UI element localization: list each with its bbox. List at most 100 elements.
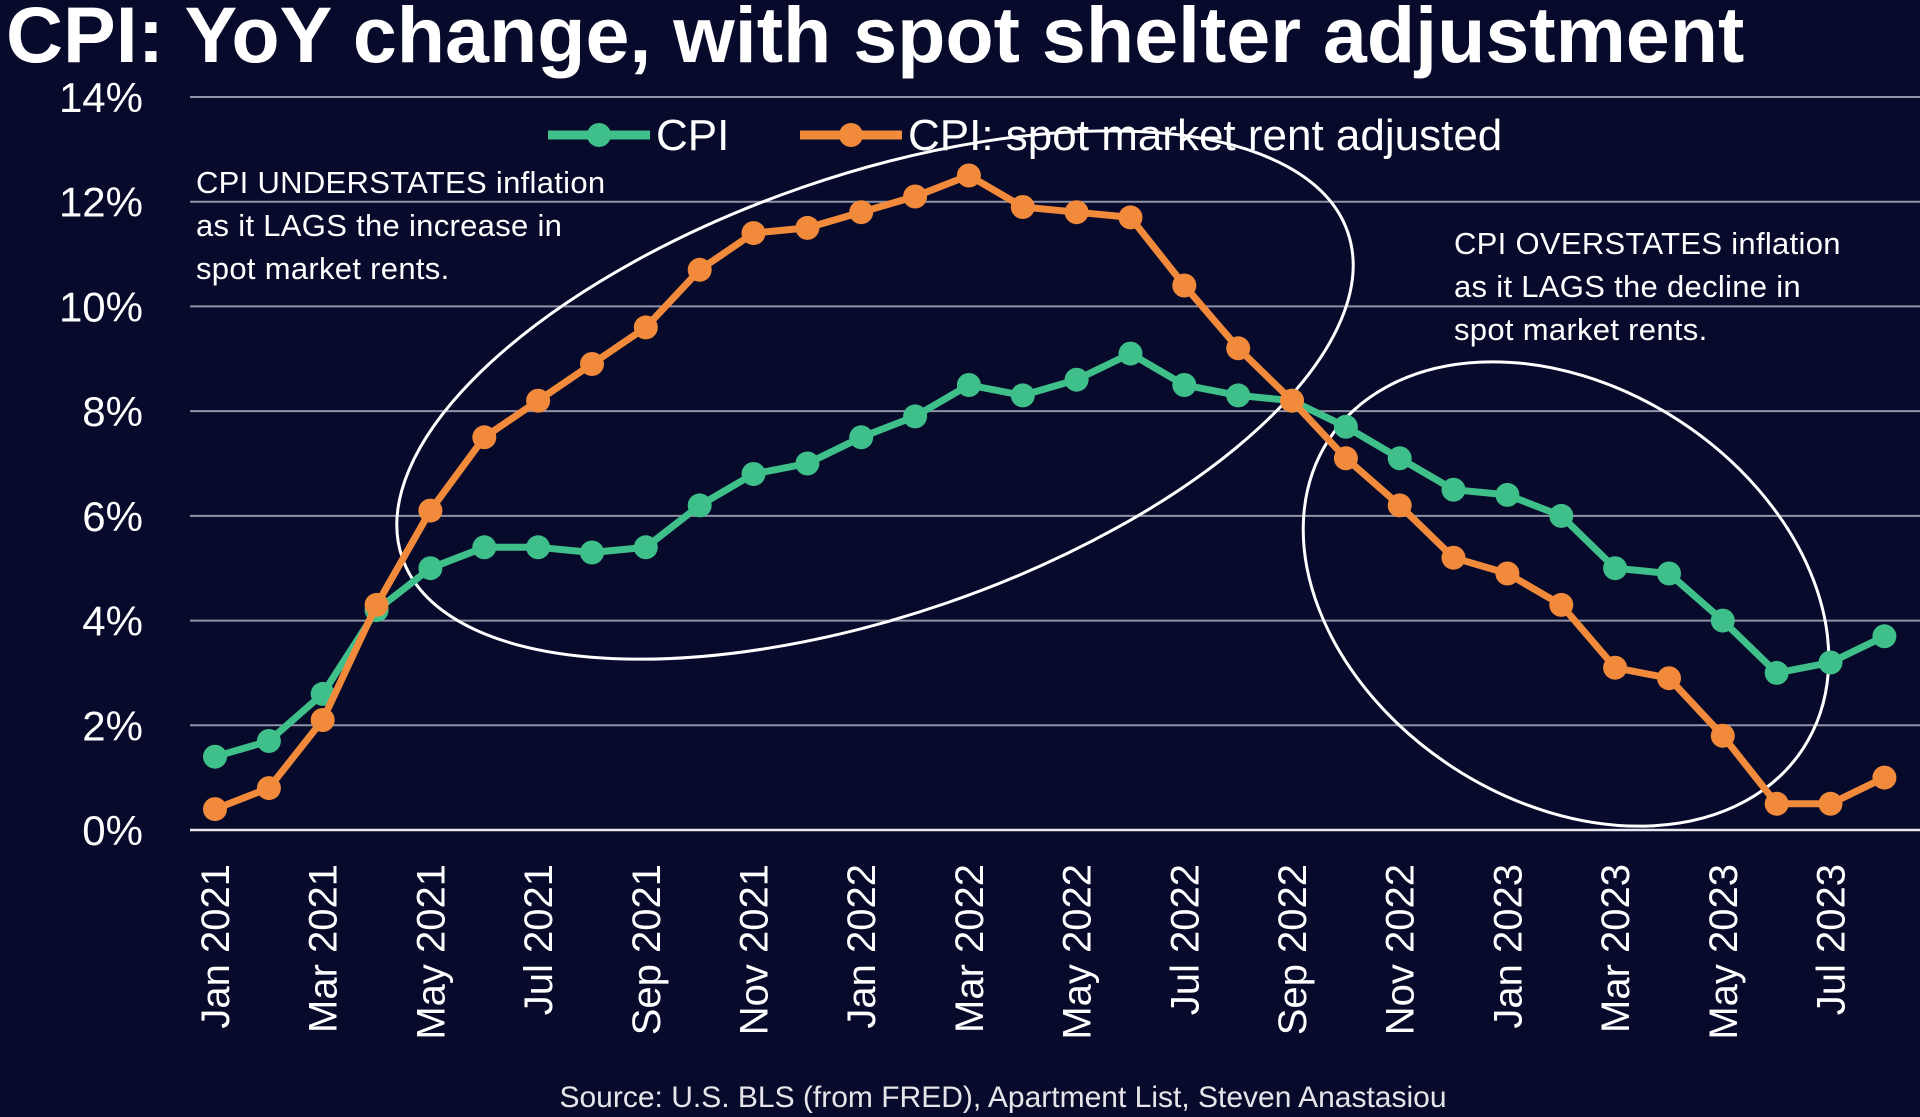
data-point-cpi [418, 556, 443, 581]
legend-marker-cpi [587, 123, 611, 147]
data-point-cpi [633, 535, 658, 560]
gridlines [190, 96, 1920, 832]
x-tick-label: Mar 2023 [1594, 864, 1638, 1033]
y-tick-label: 6% [82, 493, 143, 540]
x-tick-label: Mar 2021 [302, 864, 346, 1033]
data-point-cpi [1010, 383, 1035, 408]
data-point-cpi [1064, 367, 1089, 392]
data-point-cpi-spot-market-rent-adjusted [956, 163, 981, 188]
data-point-cpi-spot-market-rent-adjusted [687, 257, 712, 282]
data-point-cpi-spot-market-rent-adjusted [580, 352, 604, 376]
data-point-cpi [1764, 660, 1789, 685]
data-point-cpi-spot-market-rent-adjusted [1387, 493, 1412, 518]
data-point-cpi-spot-market-rent-adjusted [472, 425, 497, 450]
data-point-cpi [1818, 650, 1843, 675]
data-point-cpi-spot-market-rent-adjusted [849, 200, 874, 225]
x-axis-ticks: Jan 2021 Mar 2021 May 2021 Jul 2021 Sep 2021… [194, 864, 1854, 1040]
x-tick-label: Nov 2021 [733, 864, 777, 1035]
data-point-cpi-spot-market-rent-adjusted [1603, 655, 1628, 680]
data-point-cpi-spot-market-rent-adjusted [1549, 592, 1574, 617]
y-axis-ticks: 0% 2% 4% 6% 8% 10% 12% 14% [59, 74, 143, 854]
data-point-cpi [472, 535, 497, 560]
data-point-cpi [1549, 503, 1574, 528]
x-tick-label: May 2021 [409, 864, 453, 1040]
data-point-cpi-spot-market-rent-adjusted [1441, 545, 1466, 570]
data-point-cpi [687, 493, 712, 518]
data-point-cpi [1333, 414, 1358, 439]
data-point-cpi [1603, 556, 1628, 581]
data-point-cpi-spot-market-rent-adjusted [1818, 791, 1843, 816]
x-tick-label: Mar 2022 [948, 864, 992, 1033]
data-point-cpi-spot-market-rent-adjusted [310, 708, 335, 732]
data-point-cpi [1172, 373, 1197, 397]
x-tick-label: May 2022 [1056, 864, 1100, 1040]
data-point-cpi-spot-market-rent-adjusted [1333, 446, 1358, 471]
data-point-cpi-spot-market-rent-adjusted [526, 388, 551, 413]
legend-label-cpi-spot: CPI: spot market rent adjusted [908, 111, 1502, 160]
data-point-cpi [1226, 383, 1251, 408]
annotation-overstates-line-3: spot market rents. [1454, 312, 1708, 347]
annotation-understates-line-2: as it LAGS the increase in [196, 208, 562, 243]
annotation-understates-line-3: spot market rents. [196, 251, 450, 286]
data-point-cpi-spot-market-rent-adjusted [364, 592, 389, 617]
data-point-cpi [1441, 477, 1466, 502]
x-tick-label: Sep 2022 [1271, 864, 1315, 1035]
data-point-cpi-spot-market-rent-adjusted [418, 498, 443, 523]
data-point-cpi [1657, 561, 1681, 586]
annotation-overstates-line-1: CPI OVERSTATES inflation [1454, 226, 1841, 261]
data-point-cpi [956, 373, 981, 397]
data-point-cpi [526, 535, 551, 560]
x-tick-label: Jul 2021 [517, 864, 561, 1015]
data-point-cpi [1710, 608, 1735, 633]
y-tick-label: 0% [82, 807, 143, 854]
data-point-cpi-spot-market-rent-adjusted [1710, 723, 1735, 748]
data-point-cpi [741, 462, 766, 486]
data-point-cpi [849, 425, 874, 450]
data-point-cpi-spot-market-rent-adjusted [1280, 388, 1304, 413]
series-cpi [203, 341, 1897, 769]
annotation-overstates-line-2: as it LAGS the decline in [1454, 269, 1801, 304]
chart-title: CPI: YoY change, with spot shelter adjus… [6, 0, 1744, 79]
x-tick-label: Jul 2022 [1163, 864, 1207, 1015]
data-point-cpi-spot-market-rent-adjusted [1010, 195, 1035, 219]
x-tick-label: May 2023 [1702, 864, 1746, 1040]
legend-marker-cpi-spot [839, 123, 863, 147]
source-caption: Source: U.S. BLS (from FRED), Apartment … [559, 1081, 1446, 1114]
series-layer [203, 163, 1897, 822]
data-point-cpi-spot-market-rent-adjusted [1495, 561, 1520, 586]
data-point-cpi-spot-market-rent-adjusted [1172, 273, 1197, 298]
y-tick-label: 2% [82, 702, 143, 749]
data-point-cpi [203, 744, 227, 769]
x-tick-label: Jan 2023 [1486, 864, 1530, 1029]
data-point-cpi [1387, 446, 1412, 471]
series-line-cpi [211, 350, 1888, 761]
data-point-cpi-spot-market-rent-adjusted [903, 184, 928, 209]
data-point-cpi-spot-market-rent-adjusted [203, 797, 227, 822]
data-point-cpi [580, 540, 604, 565]
data-point-cpi [1118, 341, 1143, 366]
legend-label-cpi: CPI [656, 111, 729, 160]
y-tick-label: 8% [82, 388, 143, 435]
x-tick-label: Jan 2021 [194, 864, 238, 1029]
y-tick-label: 14% [59, 74, 143, 121]
y-tick-label: 12% [59, 179, 143, 226]
data-point-cpi-spot-market-rent-adjusted [1872, 765, 1897, 790]
x-tick-label: Jan 2022 [840, 864, 884, 1029]
x-tick-label: Nov 2022 [1379, 864, 1423, 1035]
data-point-cpi [795, 451, 820, 476]
data-point-cpi-spot-market-rent-adjusted [1226, 336, 1251, 361]
y-tick-label: 10% [59, 283, 143, 330]
data-point-cpi-spot-market-rent-adjusted [741, 221, 766, 246]
annotations: CPI UNDERSTATES inflation as it LAGS the… [196, 165, 1841, 347]
x-tick-label: Jul 2023 [1810, 864, 1854, 1015]
y-tick-label: 4% [82, 598, 143, 645]
data-point-cpi [1872, 624, 1897, 649]
annotation-understates-line-1: CPI UNDERSTATES inflation [196, 165, 605, 200]
data-point-cpi-spot-market-rent-adjusted [633, 315, 658, 340]
data-point-cpi-spot-market-rent-adjusted [1657, 666, 1681, 691]
x-tick-label: Sep 2021 [625, 864, 669, 1035]
data-point-cpi [256, 729, 281, 753]
data-point-cpi [903, 404, 928, 429]
